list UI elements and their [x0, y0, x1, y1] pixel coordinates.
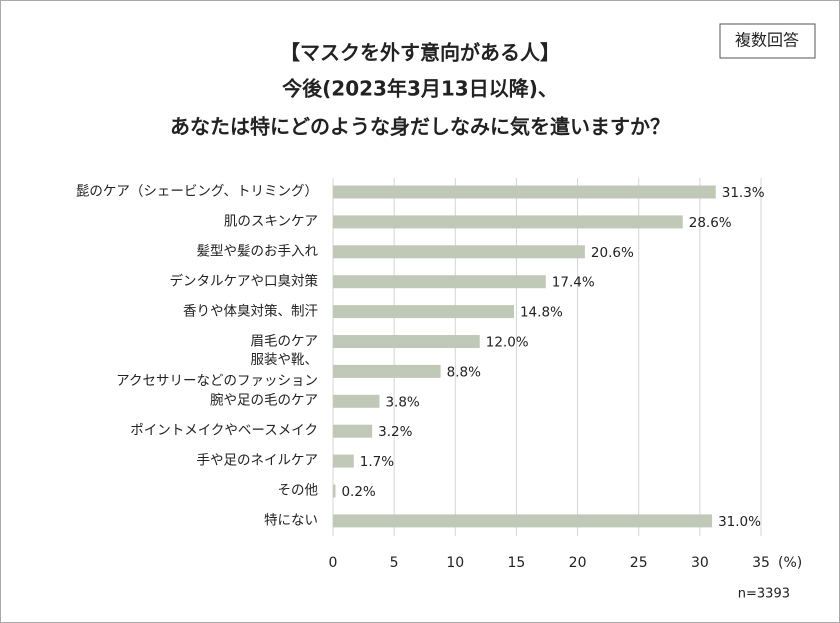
y-tick-label: 眉毛のケア: [250, 333, 319, 349]
y-tick-label: 髭のケア（シェービング、トリミング）: [75, 183, 318, 200]
chart-title: あなたは特にどのような身だしなみに気を遣いますか？: [170, 115, 670, 139]
value-label: 0.2%: [341, 484, 375, 500]
bar: [333, 305, 514, 319]
badge-box: [719, 23, 816, 59]
bar: [333, 245, 585, 259]
x-tick-label: 35: [752, 555, 770, 571]
x-tick-label: 25: [630, 555, 648, 571]
y-tick-label: 腕や足の毛のケア: [210, 392, 318, 409]
x-tick-label: 20: [569, 555, 587, 571]
x-tick-label: 10: [446, 555, 464, 571]
bar: [333, 215, 683, 229]
value-label: 14.8%: [520, 305, 563, 321]
value-label: 31.3%: [722, 185, 765, 201]
y-tick-label: 髪型や髪のお手入れ: [196, 243, 319, 260]
x-axis-unit: (%): [778, 555, 802, 571]
value-label: 28.6%: [689, 215, 732, 231]
value-label: 8.8%: [447, 364, 481, 380]
x-tick-label: 30: [691, 555, 709, 571]
bar: [333, 335, 480, 348]
bar: [333, 275, 546, 289]
y-tick-label: 肌のスキンケア: [223, 213, 318, 230]
bar: [333, 454, 354, 468]
y-tick-label: デンタルケアや口臭対策: [169, 273, 319, 290]
bar: [333, 424, 373, 438]
bar: [333, 484, 336, 498]
bar: [333, 185, 716, 199]
bar: [333, 514, 713, 528]
y-tick-label: その他: [277, 482, 319, 499]
value-label: 3.2%: [378, 424, 412, 440]
value-label: 31.0%: [718, 514, 761, 530]
value-label: 1.7%: [360, 454, 394, 470]
x-tick-label: 15: [508, 555, 526, 571]
note: n=3393: [738, 587, 790, 602]
value-label: 17.4%: [552, 275, 595, 291]
value-label: 20.6%: [591, 245, 634, 261]
y-tick-label: 服装や靴、 アクセサリーなどのファッション: [116, 352, 318, 390]
x-tick-label: 5: [390, 555, 399, 571]
badge: 複数回答: [735, 31, 799, 50]
chart-title: 今後(2023年3月13日以降)、: [282, 77, 558, 101]
bar: [333, 394, 380, 408]
bar: [333, 364, 441, 378]
y-tick-label: ポイントメイクやベースメイク: [130, 422, 318, 439]
y-tick-label: 香りや体臭対策、制汗: [183, 303, 318, 320]
y-tick-label: 手や足のネイルケア: [196, 452, 319, 469]
value-label: 3.8%: [385, 394, 419, 410]
value-label: 12.0%: [486, 335, 529, 351]
y-tick-label: 特にない: [264, 512, 318, 529]
chart-title: 【マスクを外す意向がある人】: [280, 41, 560, 65]
x-tick-label: 0: [329, 555, 338, 571]
